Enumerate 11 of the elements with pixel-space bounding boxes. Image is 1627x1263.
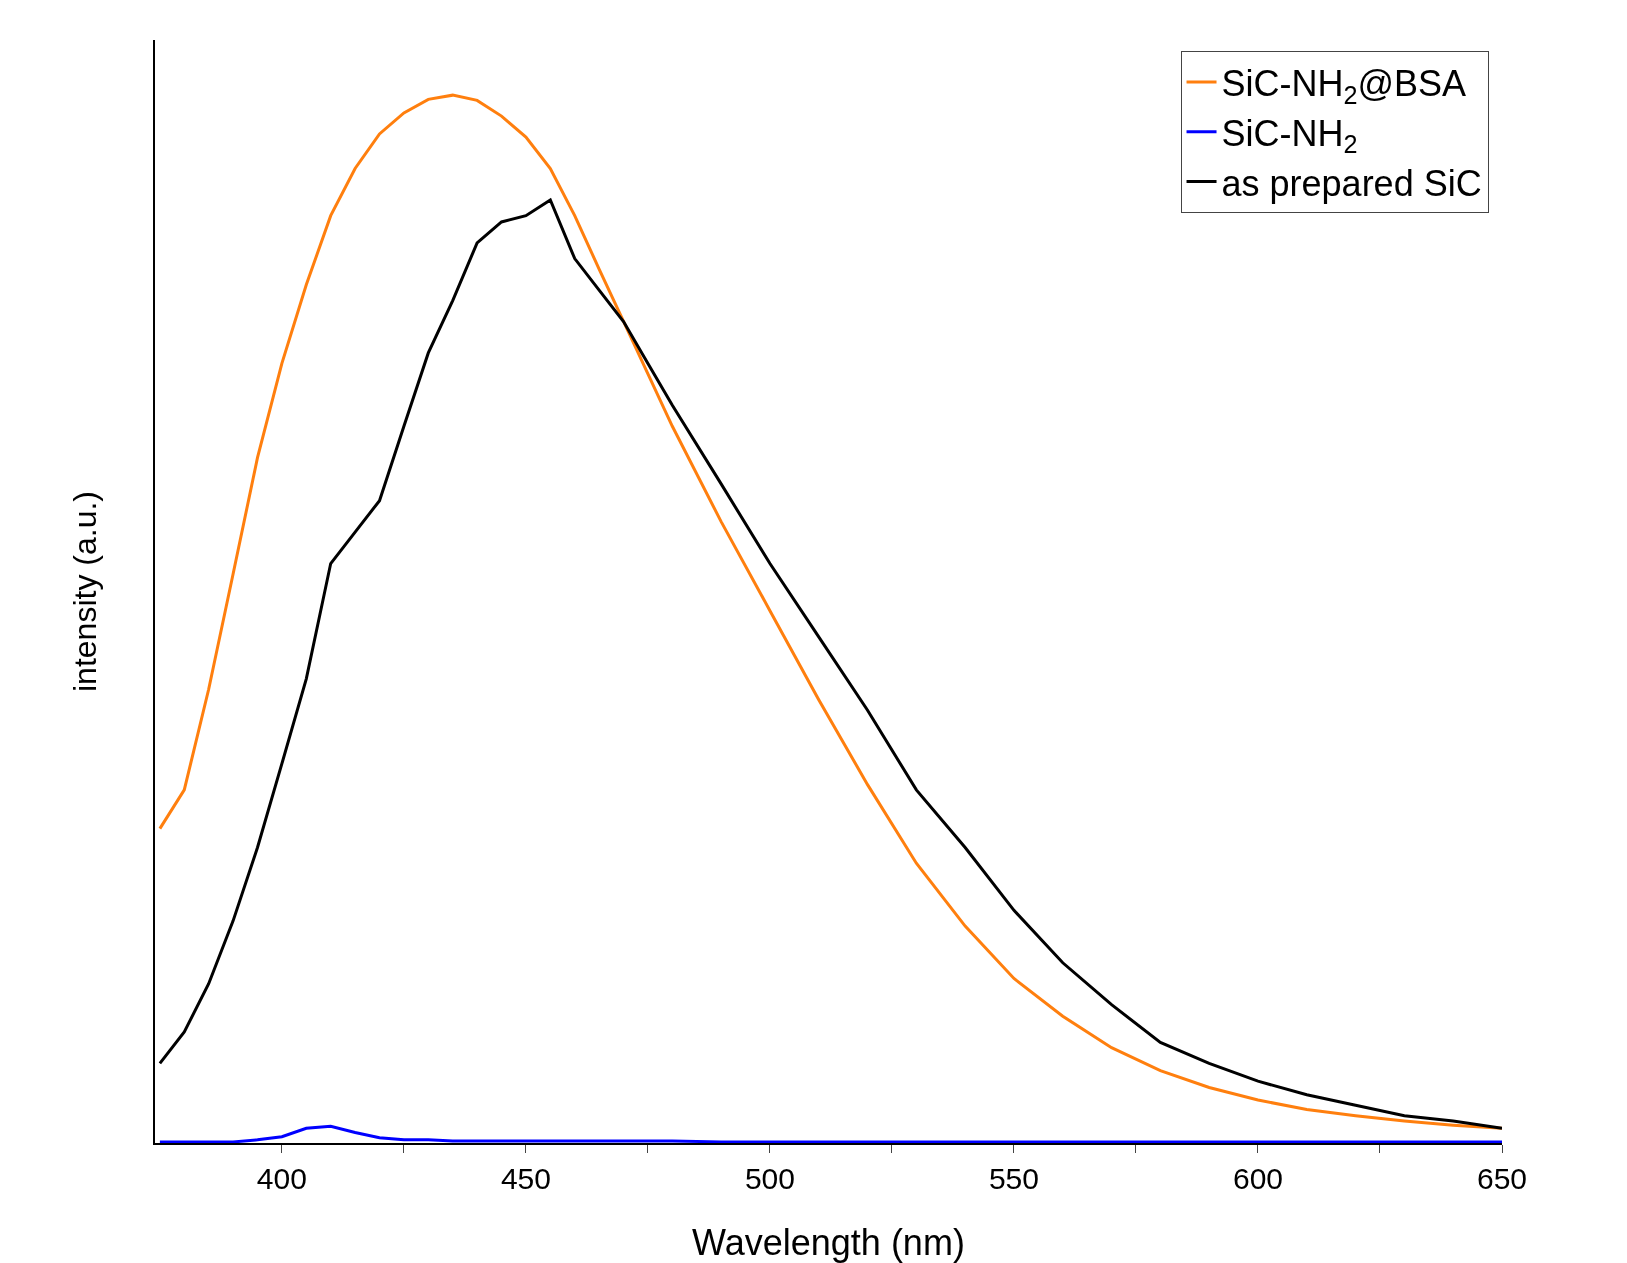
x-tick-label: 550 bbox=[988, 1162, 1039, 1195]
x-tick-label: 450 bbox=[500, 1162, 551, 1195]
x-tick-label: 600 bbox=[1232, 1162, 1284, 1195]
x-tick-label: 500 bbox=[744, 1162, 795, 1195]
x-tick-label: 400 bbox=[256, 1162, 307, 1195]
y-axis-title: intensity (a.u.) bbox=[67, 491, 103, 692]
legend-label: as prepared SiC bbox=[1221, 162, 1482, 204]
legend-label: SiC-NH$_{2}$@BSA bbox=[1221, 62, 1467, 109]
legend-label: SiC-NH$_{2}$ bbox=[1221, 112, 1358, 159]
x-tick-label: 650 bbox=[1476, 1162, 1528, 1195]
x-axis-title: Wavelength (nm) bbox=[692, 1222, 965, 1263]
